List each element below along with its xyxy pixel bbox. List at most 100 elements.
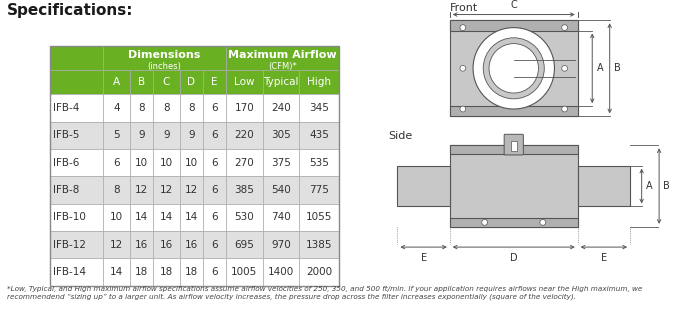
Text: 9: 9 <box>163 130 170 141</box>
Text: 10: 10 <box>185 158 198 168</box>
Bar <box>129 149 153 176</box>
Bar <box>50 258 103 286</box>
Text: 6: 6 <box>211 103 218 113</box>
Bar <box>129 94 153 122</box>
Bar <box>299 231 339 258</box>
Text: 10: 10 <box>135 158 148 168</box>
Bar <box>299 204 339 231</box>
Text: Low: Low <box>234 77 255 87</box>
Bar <box>153 70 179 94</box>
Text: (CFM)*: (CFM)* <box>269 62 297 71</box>
Text: A: A <box>597 63 603 73</box>
Bar <box>129 70 153 94</box>
Text: 740: 740 <box>271 213 291 223</box>
Text: 8: 8 <box>163 103 170 113</box>
Text: 14: 14 <box>160 213 173 223</box>
Text: Front: Front <box>450 3 478 13</box>
Bar <box>153 258 179 286</box>
Bar <box>226 46 339 70</box>
Text: 16: 16 <box>135 240 148 250</box>
Text: Typical: Typical <box>263 77 299 87</box>
Bar <box>450 218 577 227</box>
Text: 18: 18 <box>185 267 198 277</box>
Text: 535: 535 <box>309 158 329 168</box>
Bar <box>203 122 226 149</box>
Bar <box>103 231 129 258</box>
Bar <box>203 94 226 122</box>
Bar <box>203 204 226 231</box>
Text: 540: 540 <box>271 185 291 195</box>
Bar <box>226 231 262 258</box>
Bar <box>226 176 262 204</box>
Text: 10: 10 <box>110 213 123 223</box>
Bar <box>299 70 339 94</box>
Text: Maximum Airflow: Maximum Airflow <box>228 50 337 60</box>
Circle shape <box>460 25 466 31</box>
Text: 385: 385 <box>234 185 254 195</box>
Bar <box>203 258 226 286</box>
Bar <box>103 70 129 94</box>
Text: 1055: 1055 <box>306 213 332 223</box>
Text: E: E <box>421 253 427 263</box>
Bar <box>262 204 299 231</box>
Bar <box>299 258 339 286</box>
Text: 6: 6 <box>211 267 218 277</box>
Bar <box>299 176 339 204</box>
Circle shape <box>562 25 568 31</box>
Bar <box>226 258 262 286</box>
Text: 530: 530 <box>234 213 254 223</box>
Bar <box>179 258 203 286</box>
Bar <box>262 231 299 258</box>
Bar <box>153 122 179 149</box>
Text: Dimensions: Dimensions <box>129 50 201 60</box>
Text: 1385: 1385 <box>306 240 332 250</box>
Text: A: A <box>113 77 120 87</box>
Text: IFB-4: IFB-4 <box>53 103 79 113</box>
Text: 2000: 2000 <box>306 267 332 277</box>
Text: IFB-6: IFB-6 <box>53 158 79 168</box>
Text: IFB-10: IFB-10 <box>53 213 86 223</box>
Bar <box>179 122 203 149</box>
Bar <box>50 94 103 122</box>
Bar <box>511 141 516 151</box>
Text: 18: 18 <box>135 267 148 277</box>
Bar <box>450 20 577 31</box>
Text: 270: 270 <box>234 158 254 168</box>
Bar <box>450 145 577 154</box>
Bar <box>179 94 203 122</box>
Circle shape <box>473 27 554 109</box>
Text: *Low, Typical, and High maximum airflow specifications assume airflow velocities: *Low, Typical, and High maximum airflow … <box>7 286 643 300</box>
Bar <box>153 176 179 204</box>
Text: (inches): (inches) <box>148 62 182 71</box>
Text: 6: 6 <box>211 240 218 250</box>
Bar <box>129 231 153 258</box>
Bar <box>450 20 577 116</box>
Text: C: C <box>510 0 517 10</box>
Text: 305: 305 <box>271 130 291 141</box>
Text: 1400: 1400 <box>268 267 294 277</box>
Text: High: High <box>307 77 331 87</box>
Bar <box>226 94 262 122</box>
Text: IFB-14: IFB-14 <box>53 267 86 277</box>
Bar <box>262 149 299 176</box>
Bar <box>50 122 103 149</box>
Text: Specifications:: Specifications: <box>7 3 134 18</box>
Bar <box>103 258 129 286</box>
Bar <box>203 70 226 94</box>
Bar <box>226 149 262 176</box>
Text: 12: 12 <box>160 185 173 195</box>
Bar <box>299 149 339 176</box>
Bar <box>203 231 226 258</box>
Text: 14: 14 <box>135 213 148 223</box>
Bar <box>450 106 577 116</box>
Text: 345: 345 <box>309 103 329 113</box>
Bar <box>179 149 203 176</box>
Bar <box>153 204 179 231</box>
Text: D: D <box>510 253 518 263</box>
Text: 240: 240 <box>271 103 291 113</box>
Circle shape <box>460 65 466 71</box>
Text: B: B <box>664 181 670 191</box>
Text: E: E <box>601 253 607 263</box>
Bar <box>50 46 339 286</box>
Bar <box>153 94 179 122</box>
